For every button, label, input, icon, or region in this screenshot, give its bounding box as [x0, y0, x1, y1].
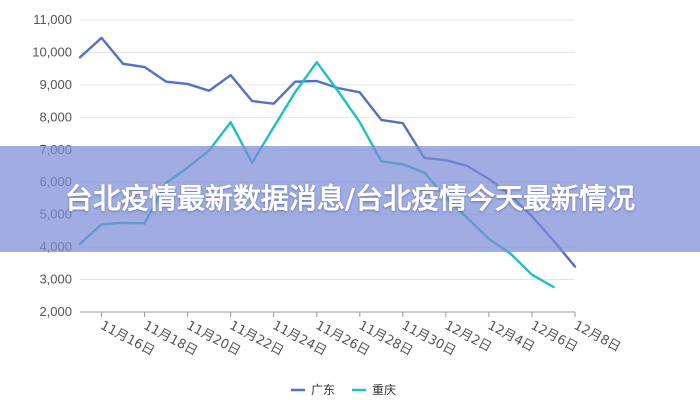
banner-title: 台北疫情最新数据消息/台北疫情今天最新情况	[64, 182, 636, 215]
legend-label-1: 广东	[311, 383, 335, 397]
x-tick-label: 12月4日	[485, 318, 537, 355]
y-tick-label: 10,000	[32, 44, 72, 59]
y-tick-label: 8,000	[39, 109, 72, 124]
y-tick-label: 11,000	[33, 12, 72, 27]
y-tick-label: 9,000	[39, 77, 72, 92]
legend-label-2: 重庆	[372, 383, 396, 397]
x-tick-label: 12月8日	[571, 318, 623, 355]
x-tick-label: 12月6日	[528, 318, 580, 355]
y-tick-label: 2,000	[39, 304, 72, 319]
y-tick-label: 3,000	[39, 272, 72, 287]
legend: 广东 重庆	[291, 383, 396, 397]
title-banner: 台北疫情最新数据消息/台北疫情今天最新情况	[0, 146, 700, 252]
